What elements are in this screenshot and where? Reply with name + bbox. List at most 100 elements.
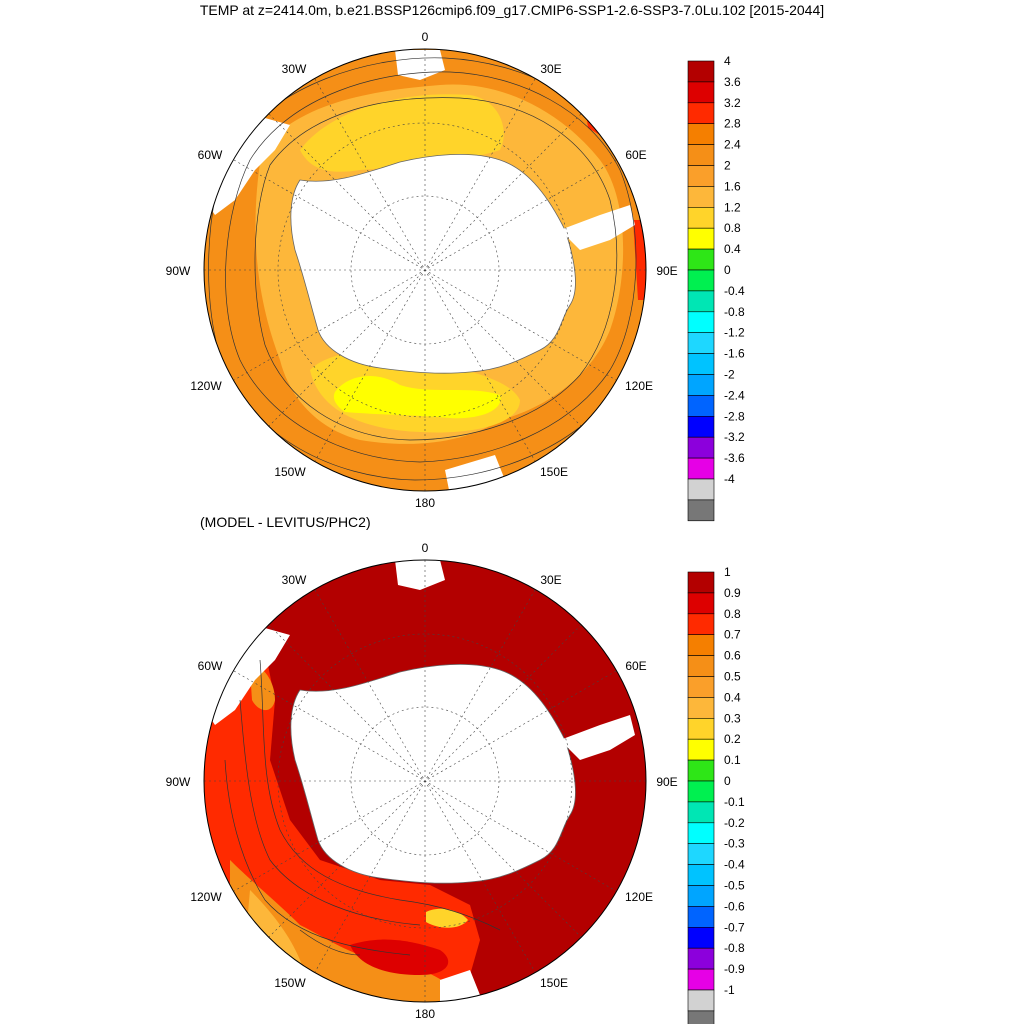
- colorbar-swatch: [687, 248, 715, 271]
- plot-title: TEMP at z=2414.0m, b.e21.BSSP126cmip6.f0…: [199, 2, 825, 18]
- bottom-colorbar: 1 0.9 0.8 0.7 0.6 0.5 0.4 0.3 0.2 0.1 0 -0.1 -0.2 -0.…: [687, 565, 745, 1024]
- colorbar-swatch: [687, 311, 715, 333]
- bottom-graticule: [204, 560, 646, 1002]
- colorbar-swatch: [687, 885, 715, 907]
- colorbar-label: -3.2: [724, 430, 745, 444]
- colorbar-label: -2.4: [724, 388, 745, 402]
- lon-label: 150W: [274, 465, 306, 479]
- lon-label: 120W: [190, 379, 222, 393]
- africa-tip-landmass: [395, 560, 445, 590]
- colorbar-swatch: [687, 989, 715, 1012]
- lon-label: 0: [422, 30, 429, 44]
- top-graticule: [204, 49, 646, 491]
- ocean-field-red-east: [633, 220, 646, 300]
- colorbar-label: -3.6: [724, 451, 745, 465]
- kerguelen-region-landmass: [560, 205, 635, 250]
- colorbar-label: 0.1: [724, 753, 741, 767]
- colorbar-swatch: [687, 478, 715, 501]
- colorbar-label: 1: [724, 565, 731, 579]
- colorbar-swatch: [687, 759, 715, 782]
- colorbar-label: 0: [724, 774, 731, 788]
- colorbar-swatch: [687, 676, 715, 698]
- lon-label: 150E: [540, 465, 568, 479]
- colorbar-swatch: [687, 926, 715, 949]
- colorbar-swatch: [687, 613, 715, 635]
- colorbar-swatch: [687, 822, 715, 844]
- colorbar-label: 0.8: [724, 221, 741, 235]
- kerguelen-region-landmass: [560, 715, 635, 760]
- colorbar-label: -0.4: [724, 284, 745, 298]
- colorbar-label: -4: [724, 472, 735, 486]
- colorbar-label: -0.3: [724, 837, 745, 851]
- lon-label: 150E: [540, 976, 568, 990]
- colorbar-label: 1.2: [724, 200, 741, 214]
- lon-label: 60E: [625, 659, 646, 673]
- lon-label: 90W: [166, 264, 191, 278]
- colorbar-label: -2: [724, 368, 735, 382]
- colorbar-swatch: [687, 186, 715, 208]
- lon-label: 90W: [166, 775, 191, 789]
- colorbar-swatch: [687, 571, 715, 594]
- colorbar-swatch: [687, 269, 715, 292]
- ocean-field-bright-yellow: [333, 375, 501, 419]
- colorbar-label: 0.9: [724, 586, 741, 600]
- colorbar-swatch: [687, 374, 715, 396]
- diff-field-yellow-patch: [426, 908, 468, 928]
- colorbar-label: 0.7: [724, 628, 741, 642]
- new-zealand-landmass: [440, 970, 480, 1002]
- colorbar-label: -0.8: [724, 941, 745, 955]
- colorbar-label: 4: [724, 54, 731, 68]
- top-longitude-labels: 0 30E 60E 90E 120E 150E 180 150W 120W 90…: [166, 30, 678, 510]
- colorbar-swatch: [687, 207, 715, 229]
- colorbar-swatch: [687, 968, 715, 991]
- colorbar-swatch: [687, 332, 715, 354]
- colorbar-label: 3.6: [724, 75, 741, 89]
- colorbar-label: -0.1: [724, 795, 745, 809]
- lon-label: 120E: [625, 379, 653, 393]
- lon-label: 60W: [198, 659, 223, 673]
- colorbar-label: 0: [724, 263, 731, 277]
- colorbar-swatch: [687, 717, 715, 740]
- top-map-border: [203, 48, 647, 492]
- colorbar-swatch: [687, 60, 715, 83]
- bottom-polar-map: [204, 560, 646, 1002]
- lon-label: 0: [422, 541, 429, 555]
- colorbar-swatch: [687, 864, 715, 886]
- ocean-field-yellow: [300, 94, 504, 172]
- colorbar-swatch: [687, 592, 715, 615]
- colorbar-swatch: [687, 353, 715, 375]
- colorbar-label: -1.6: [724, 347, 745, 361]
- colorbar-label: -0.7: [724, 920, 745, 934]
- top-polar-map: [204, 49, 646, 491]
- lon-label: 30E: [540, 573, 561, 587]
- colorbar-swatch: [687, 290, 715, 313]
- colorbar-swatch: [687, 81, 715, 104]
- colorbar-label: -0.9: [724, 962, 745, 976]
- lon-label: 150W: [274, 976, 306, 990]
- colorbar-label: -0.5: [724, 879, 745, 893]
- colorbar-swatch: [687, 102, 715, 125]
- top-colorbar: 4 3.6 3.2 2.8 2.4 2 1.6 1.2 0.8 0.4 0 -0.4 -0.8 -1.2 -…: [687, 54, 745, 522]
- colorbar-swatch: [687, 227, 715, 250]
- colorbar-swatch: [687, 801, 715, 824]
- colorbar-label: 3.2: [724, 96, 741, 110]
- lon-label: 120W: [190, 890, 222, 904]
- colorbar-label: -0.2: [724, 816, 745, 830]
- colorbar-label: 0.6: [724, 649, 741, 663]
- colorbar-label: -0.6: [724, 899, 745, 913]
- lon-label: 30W: [282, 62, 307, 76]
- antarctica-landmass: [290, 154, 576, 374]
- colorbar-swatch: [687, 457, 715, 480]
- diff-field-dark-red-ross: [350, 939, 449, 975]
- lon-label: 180: [415, 1007, 435, 1021]
- colorbar-label: 2.8: [724, 117, 741, 131]
- colorbar-label: -0.8: [724, 305, 745, 319]
- lon-label: 90E: [656, 775, 677, 789]
- colorbar-swatch: [687, 634, 715, 656]
- colorbar-swatch: [687, 697, 715, 719]
- colorbar-label: -1: [724, 983, 735, 997]
- colorbar-label: 0.3: [724, 711, 741, 725]
- bottom-map-border: [203, 559, 647, 1003]
- colorbar-swatch: [687, 415, 715, 438]
